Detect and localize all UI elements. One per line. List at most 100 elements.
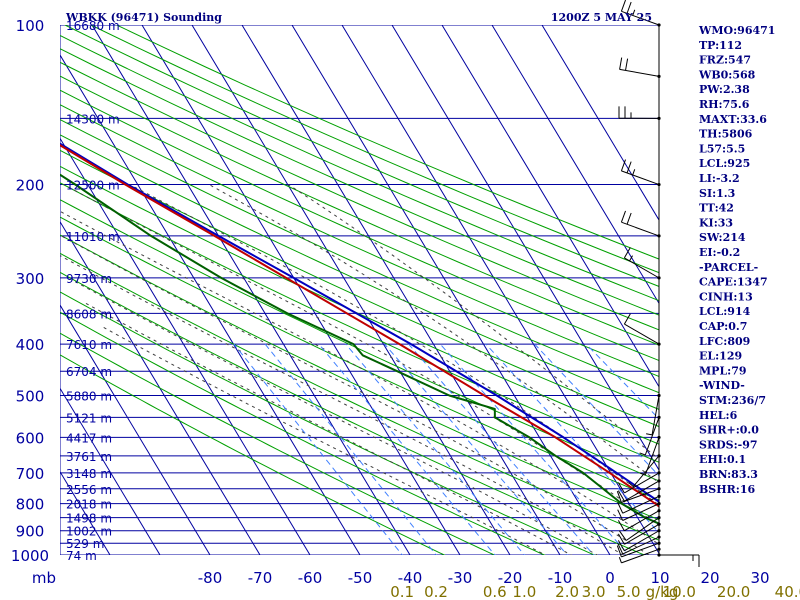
wind-barb-flag: [617, 533, 625, 545]
temperature-tick-label: -80: [198, 569, 223, 587]
wind-barb: [619, 57, 661, 78]
moist-adiabat-line: [85, 302, 573, 555]
wind-barb-shaft: [624, 323, 660, 345]
mixing-ratio-label: 0.6: [483, 583, 507, 600]
mixing-ratio-label: 5.0: [617, 583, 641, 600]
wind-barb-point: [657, 547, 661, 551]
mixing-ratio-label: 0.2: [424, 583, 448, 600]
wind-barb-flag: [617, 509, 624, 521]
wind-barb: [616, 487, 661, 503]
wind-barb-half-flag: [629, 255, 633, 262]
mixing-ratio-line: [585, 343, 659, 420]
dry-adiabat-line: [60, 252, 659, 541]
temperature-tick-label: -30: [448, 569, 473, 587]
wind-barb-shaft: [644, 437, 660, 476]
wind-barb-shaft: [624, 510, 660, 532]
index-value: EL:129: [699, 350, 742, 363]
index-value: PW:2.38: [699, 83, 750, 96]
index-value: CAP:0.7: [699, 320, 747, 333]
wind-barb-flag: [617, 502, 624, 514]
pressure-tick-label: 400: [16, 336, 45, 354]
wind-barb: [646, 393, 661, 436]
wind-barb-half-flag: [628, 482, 634, 487]
wind-barb: [616, 541, 661, 558]
mixing-ratio-label: 20.0: [717, 583, 750, 600]
isotherm-line: [241, 25, 561, 555]
wind-barb-point: [657, 509, 661, 513]
dry-adiabat-line: [60, 75, 659, 346]
index-value: SHR+:0.0: [699, 424, 759, 437]
dry-adiabat-line: [60, 89, 659, 362]
index-value: EHI:0.1: [699, 453, 746, 466]
dry-adiabat-line: [60, 104, 659, 377]
wind-barb-point: [657, 234, 661, 238]
wind-barb-point: [657, 393, 661, 398]
index-value: TH:5806: [699, 128, 753, 141]
dry-adiabat-line: [60, 34, 659, 302]
index-value: TT:42: [699, 202, 734, 215]
wind-barb: [639, 415, 661, 456]
wind-barb-flag: [623, 247, 631, 259]
wind-barb-flag: [617, 520, 625, 531]
wind-barb-point: [657, 535, 661, 539]
dry-adiabat-line: [60, 234, 659, 521]
wind-barb-flag: [620, 0, 626, 12]
wind-barb-flag: [617, 482, 625, 494]
dry-adiabat-line: [60, 354, 446, 555]
index-value: LCL:914: [699, 305, 751, 318]
temperature-tick-label: -70: [248, 569, 273, 587]
wind-barb: [618, 515, 661, 541]
wind-barb-half-flag: [632, 9, 636, 16]
index-value: WMO:96471: [698, 24, 775, 37]
wind-barb-point: [657, 454, 661, 458]
temperature-tick-label: -60: [298, 569, 323, 587]
wind-barb-point: [657, 23, 661, 27]
wind-barb-shaft: [621, 542, 660, 558]
wind-barb-shaft: [622, 495, 660, 514]
height-label: 7610 m: [66, 338, 112, 352]
height-label: 4417 m: [66, 431, 112, 445]
wind-barb-point: [657, 502, 661, 506]
index-value: KI:33: [699, 216, 733, 229]
temperature-tick-label: -10: [548, 569, 573, 587]
dry-adiabat-line: [60, 48, 659, 316]
plot-frame: [60, 25, 659, 555]
index-value: SW:214: [699, 231, 746, 244]
index-value: FRZ:547: [699, 54, 751, 67]
temperature-tick-label: -50: [348, 569, 373, 587]
pressure-tick-label: 900: [16, 523, 45, 541]
temperature-tick-label: 20: [700, 569, 719, 587]
wind-barb-point: [657, 471, 661, 475]
mixing-ratio-label: 10.0: [663, 583, 696, 600]
index-value: MPL:79: [699, 364, 747, 377]
isotherm-line: [0, 25, 17, 566]
mixing-ratio-unit: g/kg: [646, 583, 679, 600]
wind-barb: [617, 471, 661, 494]
wind-barb-half-flag: [618, 557, 622, 564]
height-label: 11010 m: [66, 230, 120, 244]
temperature-tick-label: -20: [498, 569, 523, 587]
pressure-tick-label: 200: [16, 177, 45, 195]
isotherm-line: [60, 554, 61, 555]
height-label: 9730 m: [66, 272, 112, 286]
wind-barb: [618, 547, 661, 564]
height-label: 5880 m: [66, 389, 112, 403]
pressure-tick-label: 600: [16, 429, 45, 447]
isotherm-line: [60, 137, 311, 555]
wind-barb-flag: [617, 542, 624, 555]
wind-barb-shaft: [624, 257, 660, 279]
wind-barb-point: [657, 276, 661, 280]
wind-barb: [623, 247, 661, 280]
wind-barb-flag: [626, 212, 632, 225]
index-value: BRN:83.3: [699, 468, 758, 481]
temperature-tick-label: 0: [605, 569, 615, 587]
mixing-ratio-line: [345, 343, 526, 555]
isotherm-line: [141, 25, 461, 555]
wind-barb-shaft: [619, 68, 660, 77]
wind-barb-flag: [625, 58, 629, 71]
wind-barb: [639, 435, 661, 476]
mixing-ratio-label: 1.0: [512, 583, 536, 600]
wind-barb-shaft: [621, 221, 660, 237]
height-label: 529 m: [66, 537, 104, 551]
